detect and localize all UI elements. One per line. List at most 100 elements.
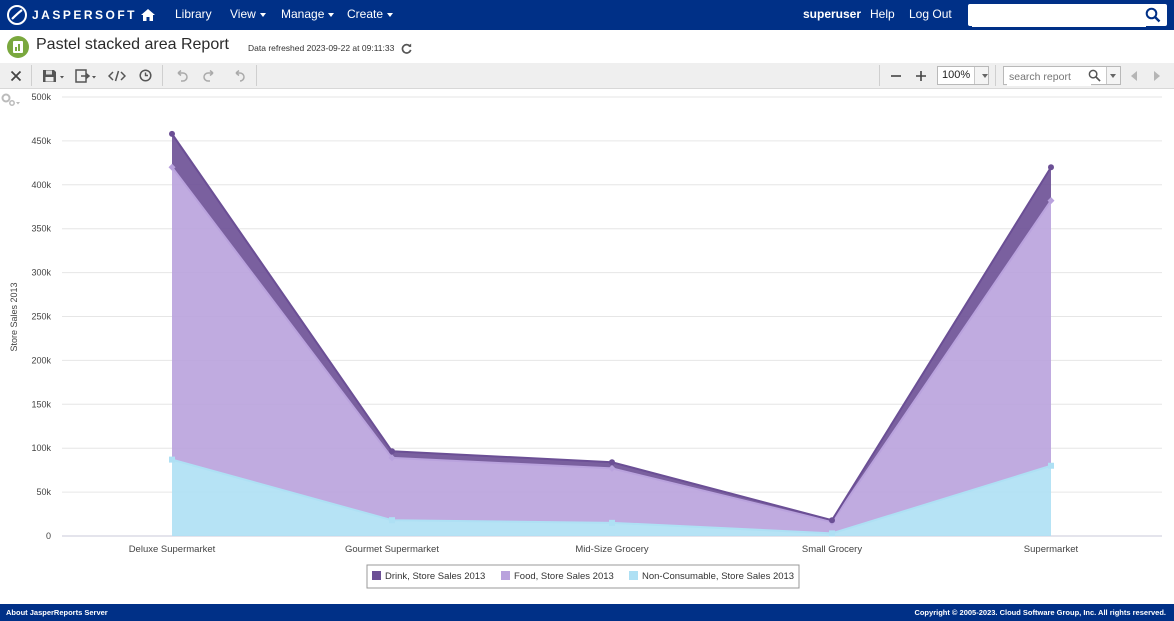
legend-swatch [501,571,510,580]
nav-logout[interactable]: Log Out [909,7,952,21]
chart-settings-icon[interactable] [1,93,21,107]
nav-view-menu[interactable]: View [230,0,266,30]
code-icon [108,70,126,81]
nav-create-label: Create [347,7,384,21]
data-point [609,519,615,526]
y-axis-label: Store Sales 2013 [9,282,19,351]
schedule-button[interactable] [137,67,153,84]
save-button[interactable] [41,67,67,84]
nav-help[interactable]: Help [870,7,895,21]
x-tick-label: Supermarket [1024,544,1079,555]
x-tick-label: Deluxe Supermarket [129,544,216,555]
chevron-down-icon [982,74,988,78]
data-point [608,464,616,472]
report-icon [7,36,29,58]
data-point [169,130,175,137]
chevron-down-icon [328,12,335,17]
footer-bar: About JasperReports Server Copyright © 2… [0,604,1174,621]
y-tick-label: 300k [31,268,51,278]
global-search-input[interactable] [972,5,1146,27]
nav-manage-menu[interactable]: Manage [281,0,335,30]
nav-manage-label: Manage [281,7,325,21]
y-tick-label: 250k [31,312,51,322]
redo-button[interactable] [201,67,218,84]
chevron-down-icon [1110,74,1116,78]
data-point [389,448,395,455]
undo-all-button[interactable] [230,67,247,84]
view-source-button[interactable] [107,67,127,84]
report-title-bar: Pastel stacked area Report Data refreshe… [0,30,1174,64]
user-name[interactable]: superuser [803,7,862,21]
report-search-input[interactable] [1007,68,1091,86]
minus-icon [891,74,901,77]
nav-create-menu[interactable]: Create [347,0,394,30]
report-search [1003,66,1121,86]
x-tick-label: Small Grocery [802,544,862,555]
x-tick-label: Gourmet Supermarket [345,544,439,555]
report-title: Pastel stacked area Report [36,36,229,53]
nav-library[interactable]: Library [175,7,212,21]
data-point [389,517,395,524]
plus-icon [916,70,926,81]
search-icon[interactable] [1145,7,1161,23]
next-match-button[interactable] [1150,67,1164,84]
chevron-left-icon [1131,70,1137,81]
stacked-area-chart: 0 50k 100k 150k 200k 250k 300k 350k 400k 450k 500k… [9,92,1162,589]
y-tick-label: 100k [31,443,51,453]
data-point [1048,462,1054,469]
global-search [968,4,1167,27]
clock-icon [138,69,152,82]
legend-swatch [629,571,638,580]
zoom-in-button[interactable] [913,67,929,84]
export-button[interactable] [74,67,100,84]
y-tick-label: 450k [31,136,51,146]
chevron-right-icon [1154,70,1160,81]
y-tick-label: 350k [31,224,51,234]
undo-all-icon [235,69,245,82]
zoom-value: 100% [942,69,971,81]
zoom-dropdown-toggle[interactable] [974,67,988,84]
data-point [388,454,396,462]
jaspersoft-logo-icon [7,5,27,25]
export-icon [75,68,96,83]
about-link[interactable]: About JasperReports Server [6,608,108,617]
x-tick-label: Mid-Size Grocery [575,544,649,555]
data-point [1047,197,1055,205]
logo-text: JASPERSOFT [32,8,138,22]
area-series [172,459,1051,536]
legend-item: Food, Store Sales 2013 [514,571,614,582]
chevron-down-icon [387,12,394,17]
zoom-select[interactable]: 100% [937,66,989,85]
data-point [829,517,835,524]
nav-view-label: View [230,7,256,21]
chevron-down-icon [259,12,266,17]
close-button[interactable] [7,67,24,84]
refresh-icon[interactable] [400,42,413,55]
top-navigation-bar: JASPERSOFT Library View Manage Create su… [0,0,1174,30]
area-series [172,167,1051,534]
y-tick-label: 0 [46,531,51,541]
copyright-text: Copyright © 2005-2023. Cloud Software Gr… [914,608,1166,617]
y-tick-label: 150k [31,399,51,409]
zoom-out-button[interactable] [888,67,904,84]
legend-item: Drink, Store Sales 2013 [385,571,485,582]
data-point [1048,164,1054,171]
jaspersoft-logo[interactable]: JASPERSOFT [6,4,137,26]
report-toolbar: 100% [0,63,1174,89]
previous-match-button[interactable] [1127,67,1141,84]
data-point [168,163,176,171]
close-icon [10,70,21,81]
search-icon[interactable] [1088,69,1101,82]
undo-icon [177,69,188,82]
legend-swatch [372,571,381,580]
chart-legend: Drink, Store Sales 2013 Food, Store Sales… [366,564,800,589]
data-point [609,459,615,466]
y-tick-label: 500k [31,92,51,102]
undo-button[interactable] [172,67,189,84]
report-search-options[interactable] [1106,67,1120,84]
y-tick-label: 200k [31,355,51,365]
home-icon[interactable] [140,7,156,23]
data-point [829,530,835,537]
legend-box [366,564,800,589]
y-tick-label: 50k [36,487,51,497]
